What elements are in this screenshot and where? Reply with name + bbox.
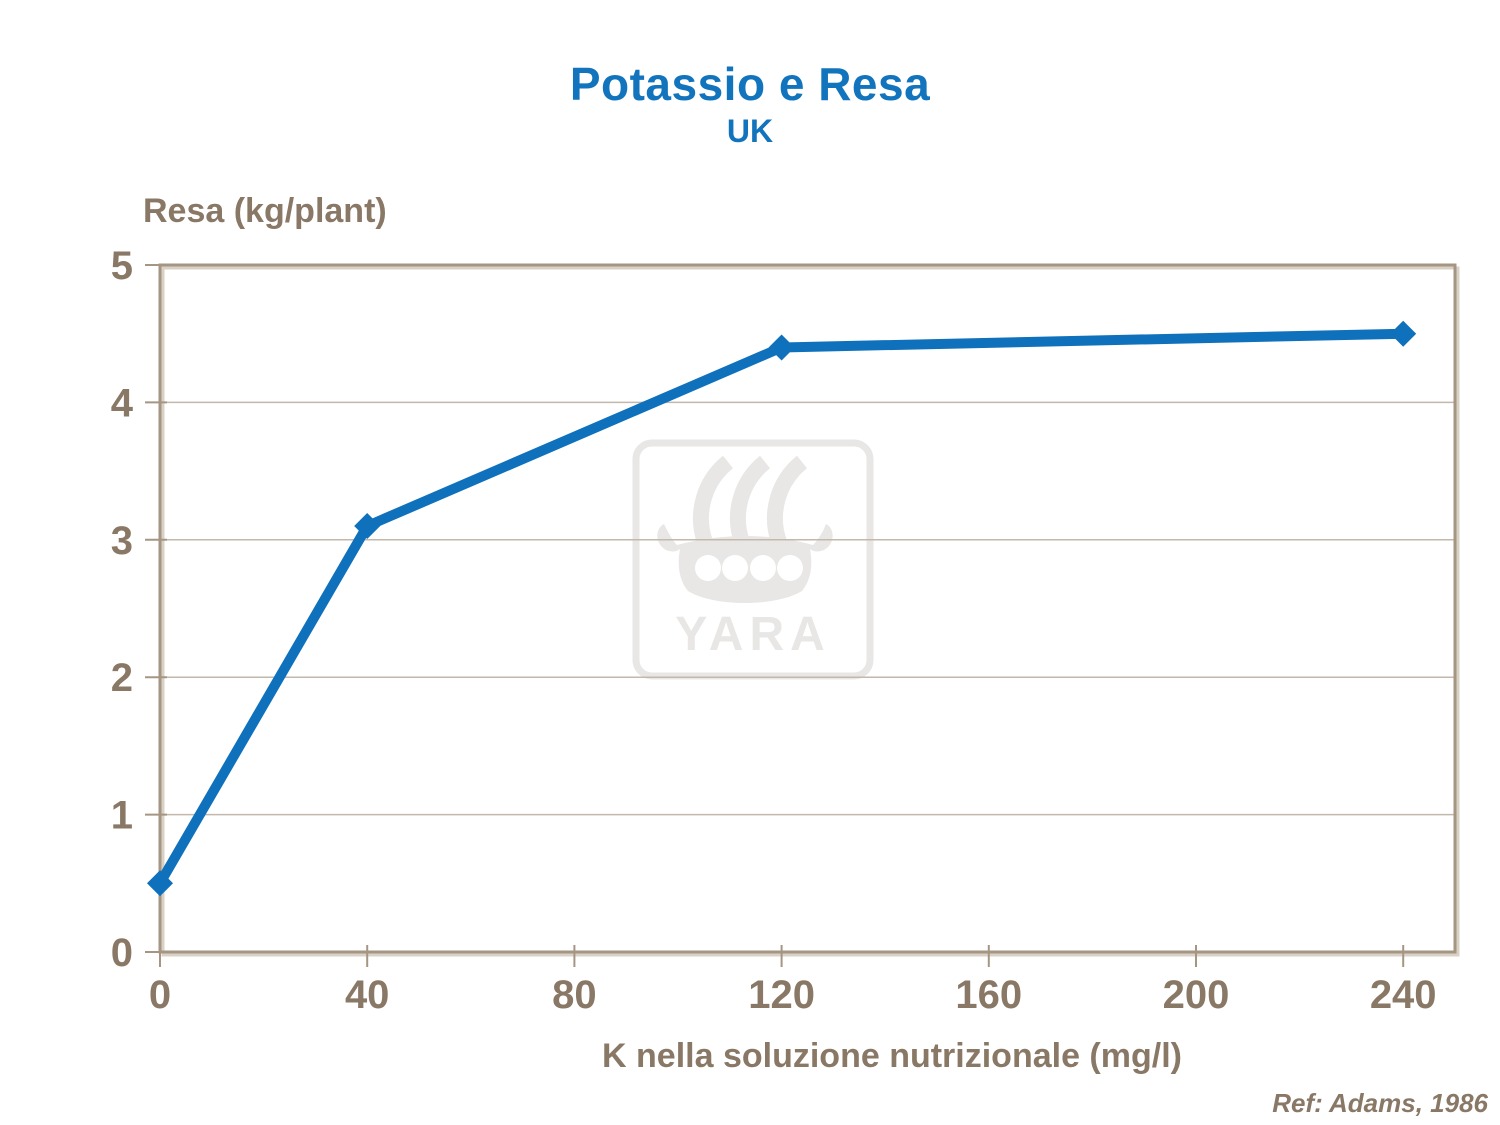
plot-frame-shadow bbox=[161, 266, 1460, 957]
x-tick-label-40: 40 bbox=[345, 973, 390, 1017]
data-point-marker-x120 bbox=[768, 334, 795, 361]
x-tick-label-160: 160 bbox=[955, 973, 1022, 1017]
x-axis-title: K nella soluzione nutrizionale (mg/l) bbox=[602, 1037, 1182, 1075]
data-point-marker-x0 bbox=[147, 870, 173, 897]
gridlines bbox=[160, 401, 1455, 816]
data-point-marker-x240 bbox=[1390, 320, 1417, 347]
y-tick-label-4: 4 bbox=[111, 381, 134, 425]
yara-ship-hull-icon bbox=[657, 524, 833, 603]
x-tick-label-0: 0 bbox=[149, 973, 171, 1017]
plot-frame bbox=[158, 263, 1457, 954]
yara-logo-text: YARA bbox=[675, 608, 831, 661]
chart-subtitle: UK bbox=[726, 113, 774, 149]
y-tick-label-1: 1 bbox=[111, 794, 133, 838]
data-series bbox=[147, 320, 1417, 897]
y-tick-label-5: 5 bbox=[111, 244, 133, 288]
y-tick-label-2: 2 bbox=[111, 656, 133, 700]
data-point-marker-x40 bbox=[354, 513, 381, 540]
axis-tick-labels: 0 40 80 120 160 200 240 0 1 2 3 4 5 bbox=[111, 244, 1437, 1017]
x-tick-label-200: 200 bbox=[1163, 973, 1230, 1017]
yara-ship-sails-icon bbox=[693, 455, 808, 545]
data-line-resa bbox=[155, 328, 1409, 889]
x-tick-label-80: 80 bbox=[552, 973, 597, 1017]
axis-ticks bbox=[145, 264, 1405, 967]
reference-note: Ref: Adams, 1986 bbox=[1272, 1088, 1488, 1118]
axis-frame bbox=[158, 263, 1460, 957]
chart-title: Potassio e Resa bbox=[569, 58, 931, 110]
yara-logo-frame bbox=[632, 439, 874, 680]
y-tick-label-3: 3 bbox=[111, 519, 133, 563]
x-tick-label-240: 240 bbox=[1370, 973, 1437, 1017]
x-tick-label-120: 120 bbox=[748, 973, 815, 1017]
y-tick-label-0: 0 bbox=[111, 931, 133, 975]
yara-logo-watermark: YARA bbox=[632, 439, 874, 680]
y-axis-title: Resa (kg/plant) bbox=[143, 192, 387, 230]
